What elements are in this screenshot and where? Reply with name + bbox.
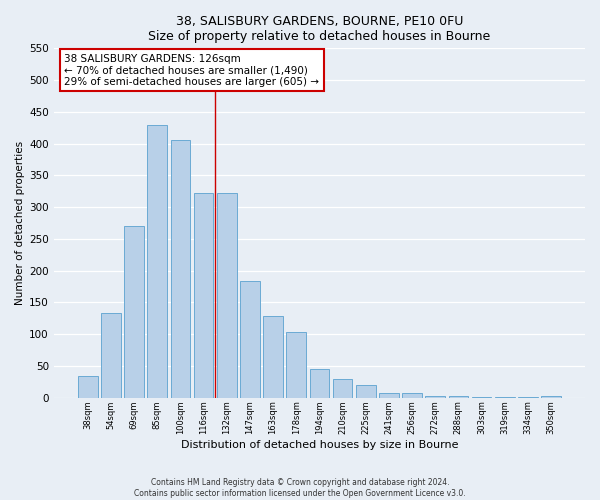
Bar <box>263 316 283 398</box>
Bar <box>101 314 121 398</box>
Bar <box>217 193 236 398</box>
Bar <box>449 396 468 398</box>
Bar <box>78 376 98 398</box>
Bar <box>379 392 399 398</box>
Bar <box>495 396 515 398</box>
Bar <box>518 396 538 398</box>
Bar <box>148 124 167 398</box>
Bar <box>356 385 376 398</box>
Bar <box>170 140 190 398</box>
Bar <box>402 392 422 398</box>
Bar <box>425 396 445 398</box>
Y-axis label: Number of detached properties: Number of detached properties <box>15 141 25 305</box>
Bar <box>194 192 214 398</box>
Text: 38 SALISBURY GARDENS: 126sqm
← 70% of detached houses are smaller (1,490)
29% of: 38 SALISBURY GARDENS: 126sqm ← 70% of de… <box>64 54 319 87</box>
Bar <box>286 332 306 398</box>
Bar <box>541 396 561 398</box>
Bar <box>472 396 491 398</box>
Text: Contains HM Land Registry data © Crown copyright and database right 2024.
Contai: Contains HM Land Registry data © Crown c… <box>134 478 466 498</box>
Bar <box>124 226 144 398</box>
Bar <box>333 378 352 398</box>
Title: 38, SALISBURY GARDENS, BOURNE, PE10 0FU
Size of property relative to detached ho: 38, SALISBURY GARDENS, BOURNE, PE10 0FU … <box>148 15 491 43</box>
Bar <box>240 281 260 398</box>
Bar <box>310 368 329 398</box>
X-axis label: Distribution of detached houses by size in Bourne: Distribution of detached houses by size … <box>181 440 458 450</box>
